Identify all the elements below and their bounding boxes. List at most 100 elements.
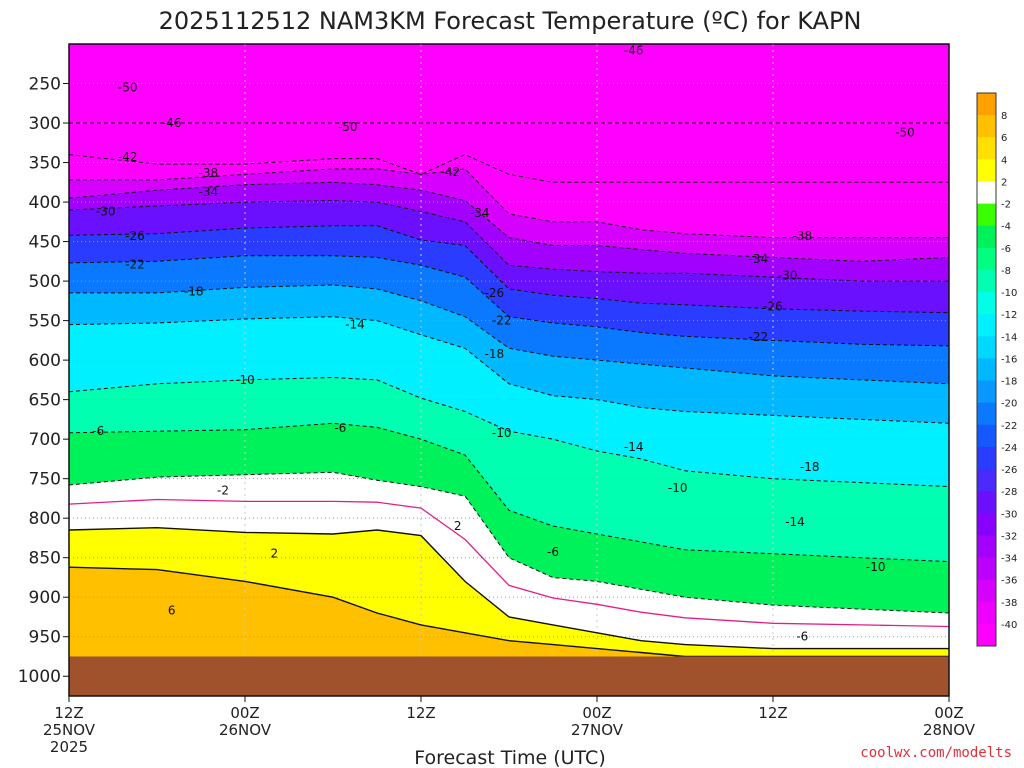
isotherm--42 bbox=[69, 154, 949, 183]
ground-fill bbox=[69, 656, 949, 696]
colorbar-swatch bbox=[977, 137, 996, 160]
x-tick-label: 2025 bbox=[50, 738, 88, 756]
colorbar-tick-label: -34 bbox=[1001, 554, 1017, 565]
contour-label: -30 bbox=[96, 205, 116, 219]
colorbar-swatch bbox=[977, 535, 996, 559]
contour-label: -18 bbox=[800, 460, 820, 474]
isotherm--22 bbox=[69, 255, 949, 347]
contour-label: -34 bbox=[749, 252, 769, 266]
contour-label: -22 bbox=[492, 314, 512, 328]
colorbar-swatch bbox=[977, 314, 996, 337]
contour-label: -34 bbox=[470, 206, 490, 220]
y-tick-label: 850 bbox=[29, 549, 61, 569]
isotherm--30 bbox=[69, 199, 949, 282]
contour-label: -50 bbox=[338, 120, 358, 134]
colorbar-tick-label: -28 bbox=[1001, 487, 1017, 498]
colorbar-swatch bbox=[977, 402, 996, 426]
colorbar-swatch bbox=[977, 579, 996, 603]
grid-lines bbox=[69, 44, 949, 696]
contour-labels: -50-46 -50-46-50-42-42-38-34-34-38-30-34-… bbox=[92, 44, 915, 644]
y-tick-label: 450 bbox=[29, 233, 61, 253]
colorbar-swatch bbox=[977, 336, 996, 359]
y-tick-label: 300 bbox=[29, 114, 61, 134]
colorbar-tick-label: -32 bbox=[1001, 531, 1017, 542]
x-tick-label: 12Z bbox=[758, 704, 787, 722]
colorbar-tick-label: -18 bbox=[1001, 377, 1017, 388]
colorbar-tick-label: -30 bbox=[1001, 509, 1017, 520]
credit-text: coolwx.com/modelts bbox=[860, 745, 1012, 761]
contour-label: -6 bbox=[334, 421, 346, 435]
contour-label: -26 bbox=[125, 229, 145, 243]
colorbar-swatch bbox=[977, 358, 996, 382]
isotherm--2 bbox=[69, 471, 949, 614]
contour-label: -18 bbox=[184, 284, 204, 298]
x-axis-label: Forecast Time (UTC) bbox=[414, 747, 605, 768]
y-tick-label: 750 bbox=[29, 470, 61, 490]
colorbar-tick-label: -12 bbox=[1001, 310, 1017, 321]
colorbar-tick-label: -16 bbox=[1001, 354, 1017, 365]
contour-label: -38 bbox=[199, 166, 219, 180]
isotherm--18 bbox=[69, 284, 949, 385]
contour-label: 6 bbox=[168, 604, 176, 618]
colorbar-swatch bbox=[977, 446, 996, 470]
contour-label: -18 bbox=[485, 347, 505, 361]
colorbar-swatch bbox=[977, 623, 996, 647]
contour-label: -6 bbox=[547, 545, 559, 559]
plot-frame bbox=[68, 43, 950, 697]
contour-label: -14 bbox=[624, 440, 644, 454]
colorbar-tick-label: 2 bbox=[1001, 177, 1007, 188]
colorbar-tick-label: -2 bbox=[1001, 200, 1011, 211]
temperature-fill-bands bbox=[69, 44, 949, 696]
isotherm-2 bbox=[69, 526, 949, 650]
contour-label: 2 bbox=[271, 547, 279, 561]
colorbar-tick-label: -38 bbox=[1001, 598, 1017, 609]
contour-label: -6 bbox=[92, 424, 104, 438]
y-tick-label: 900 bbox=[29, 588, 61, 608]
contour-label: -30 bbox=[778, 269, 798, 283]
x-tick-label: 00Z bbox=[934, 704, 963, 722]
y-tick-label: 500 bbox=[29, 272, 61, 292]
contour-label: -38 bbox=[793, 229, 813, 243]
contour-label: -10 bbox=[668, 481, 688, 495]
y-tick-label: 400 bbox=[29, 193, 61, 213]
contour-label: -14 bbox=[785, 515, 805, 529]
colorbar-swatch bbox=[977, 380, 996, 404]
colorbar-swatch bbox=[977, 115, 996, 138]
colorbar-frame bbox=[976, 92, 997, 647]
colorbar-tick-label: -4 bbox=[1001, 222, 1011, 233]
contour-label: -26 bbox=[485, 286, 505, 300]
contour-label: -46 bbox=[162, 116, 182, 130]
contour-label: -10 bbox=[235, 373, 255, 387]
x-tick-label: 27NOV bbox=[571, 721, 624, 739]
ground-surface bbox=[69, 656, 949, 696]
colorbar-swatch bbox=[977, 181, 996, 205]
contour-label: -10 bbox=[492, 426, 512, 440]
colorbar-swatch bbox=[977, 513, 996, 536]
colorbar-swatch bbox=[977, 469, 996, 492]
colorbar-tick-label: -24 bbox=[1001, 443, 1017, 454]
y-tick-label: 700 bbox=[29, 430, 61, 450]
y-tick-label: 550 bbox=[29, 312, 61, 332]
colorbar-tick-label: -26 bbox=[1001, 465, 1017, 476]
colorbar-swatch bbox=[977, 557, 996, 581]
contour-label: -50 bbox=[895, 126, 915, 140]
x-tick-label: 25NOV bbox=[43, 721, 96, 739]
isotherm--6 bbox=[69, 422, 949, 563]
contour-label: -42 bbox=[441, 165, 461, 179]
contour-label: -22 bbox=[749, 330, 769, 344]
contour-label: -26 bbox=[763, 299, 783, 313]
colorbar-tick-label: -20 bbox=[1001, 399, 1017, 410]
contour-label: -22 bbox=[125, 257, 145, 271]
colorbar-tick-label: 6 bbox=[1001, 133, 1007, 144]
x-tick-label: 12Z bbox=[406, 704, 435, 722]
contour-label: -42 bbox=[118, 150, 138, 164]
contour-label: -34 bbox=[199, 185, 219, 199]
y-tick-label: 350 bbox=[29, 154, 61, 174]
colorbar-tick-label: -6 bbox=[1001, 244, 1011, 255]
x-tick-label: 00Z bbox=[582, 704, 611, 722]
colorbar-tick-label: -40 bbox=[1001, 620, 1017, 631]
colorbar-swatch bbox=[977, 601, 996, 625]
colorbar-swatch bbox=[977, 292, 996, 315]
contour-label: -6 bbox=[796, 630, 808, 644]
